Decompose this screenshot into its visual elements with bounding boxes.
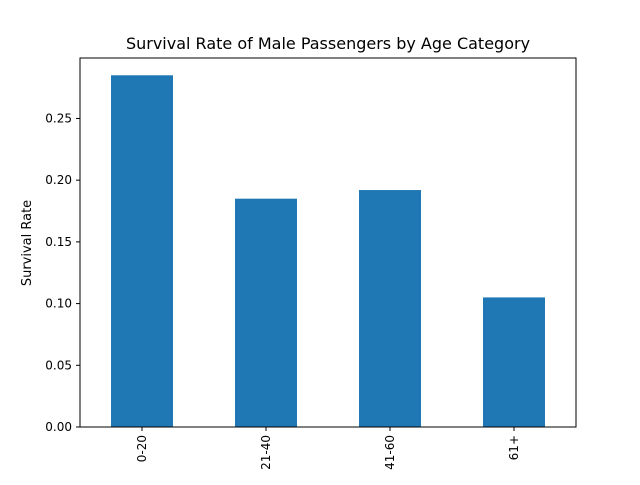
x-axis-ticks: 0-20 21-40 41-60 61+ [135, 427, 521, 470]
y-tick-label: 0.00 [45, 420, 72, 434]
bar-21-40 [235, 198, 297, 427]
y-tick-label: 0.15 [45, 235, 72, 249]
y-tick-label: 0.20 [45, 173, 72, 187]
plot-area-frame [79, 57, 577, 428]
chart-title: Survival Rate of Male Passengers by Age … [126, 34, 530, 53]
y-tick-label: 0.10 [45, 297, 72, 311]
x-tick-label: 0-20 [135, 435, 149, 462]
bar-41-60 [359, 190, 421, 427]
y-tick-label: 0.05 [45, 358, 72, 372]
bar-0-20 [111, 75, 173, 427]
bars-group [111, 75, 545, 427]
x-tick-label: 41-60 [383, 435, 397, 470]
x-tick-label: 61+ [507, 435, 521, 460]
x-tick-label: 21-40 [259, 435, 273, 470]
y-axis-ticks: 0.00 0.05 0.10 0.15 0.20 0.25 [45, 111, 80, 434]
bar-61+ [483, 297, 545, 427]
y-axis-label: Survival Rate [20, 200, 35, 286]
y-tick-label: 0.25 [45, 111, 72, 125]
